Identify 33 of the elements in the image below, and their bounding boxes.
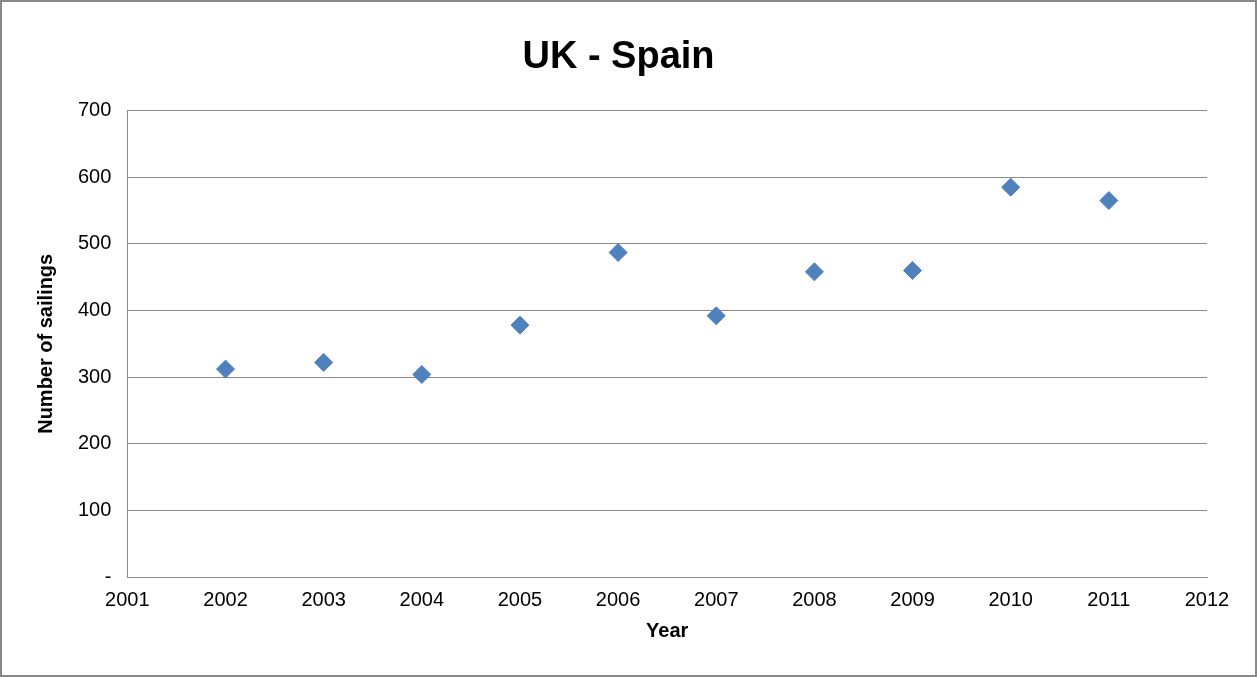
y-tick-label: 400 [77, 298, 112, 320]
y-tick-label: 300 [77, 364, 112, 387]
y-tick-label: - [104, 564, 112, 587]
x-tick-label: 2005 [497, 587, 543, 610]
x-tick-label: 2010 [988, 587, 1033, 610]
point [1001, 177, 1021, 197]
x-tick-label: 2011 [1087, 587, 1131, 610]
x-tick-label: 2007 [694, 587, 739, 610]
point [706, 306, 726, 326]
x-tick-label: 2004 [399, 587, 445, 610]
y-tick-label: 700 [77, 98, 112, 121]
point [903, 261, 923, 281]
x-tick-label: 2002 [203, 587, 248, 610]
point [1099, 191, 1119, 211]
y-tick-label: 100 [77, 497, 112, 520]
y-axis-title: Number of sailings [33, 253, 56, 434]
x-tick-label: 2008 [792, 587, 837, 610]
point [412, 364, 432, 384]
chart-title: UK - Spain [522, 34, 715, 77]
y-tick-label: 600 [77, 164, 112, 187]
x-tick-label: 2012 [1184, 587, 1230, 610]
x-tick-label: 2006 [595, 587, 641, 610]
x-axis-title: Year [646, 618, 689, 641]
point [314, 352, 334, 372]
point [510, 315, 530, 335]
point [804, 262, 824, 282]
x-tick-label: 2003 [301, 587, 346, 610]
x-tick-label: 2009 [890, 587, 935, 610]
x-tick-label: 2001 [105, 587, 150, 610]
y-tick-label: 500 [77, 231, 112, 254]
point [608, 243, 628, 263]
point [216, 359, 236, 379]
y-tick-label: 200 [77, 431, 112, 454]
